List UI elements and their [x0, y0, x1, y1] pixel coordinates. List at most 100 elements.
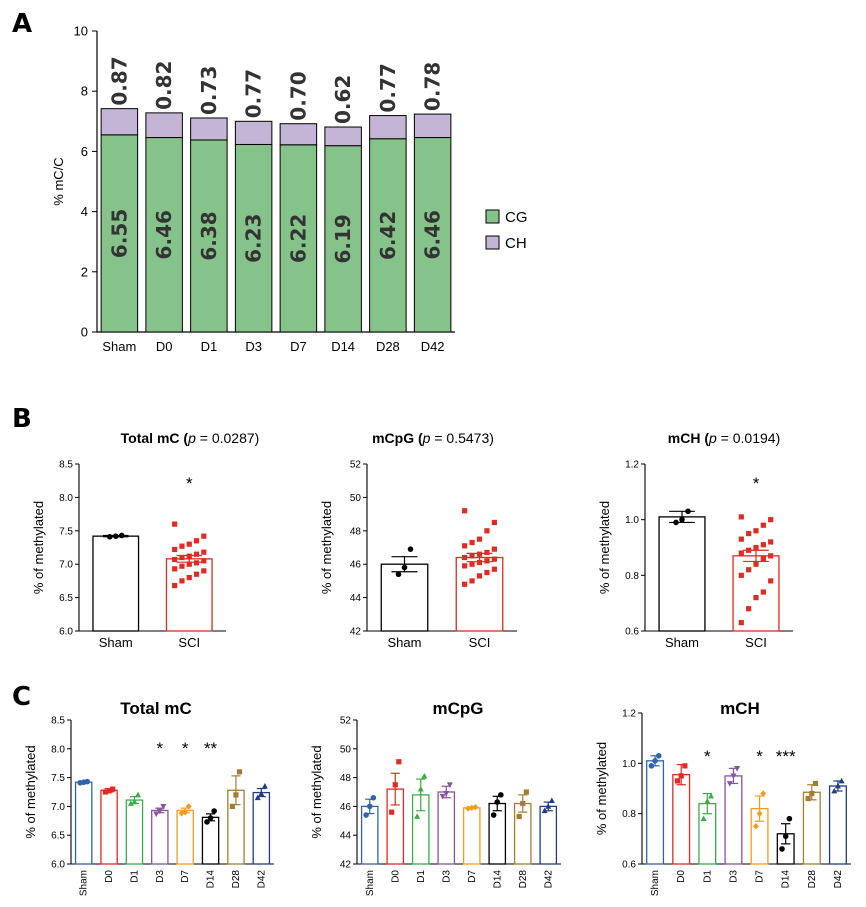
data-point: [707, 792, 714, 799]
data-point: [462, 543, 468, 549]
bar-cg: [190, 139, 228, 333]
data-point: [484, 528, 490, 534]
data-point: [805, 795, 811, 802]
data-point: [131, 798, 138, 805]
x-tick-label: D7: [467, 870, 478, 883]
data-point: [395, 571, 402, 578]
data-point: [233, 792, 239, 798]
bar-charts-c: Total mC 6.0 6.5 7.0 7.5 8.0 8.5 % of methylate…: [23, 699, 851, 896]
y-tick-label: 6.5: [51, 831, 65, 842]
panel-letter-b: B: [12, 404, 32, 434]
data-point: [193, 551, 200, 557]
y-tick-label: 4: [81, 204, 88, 219]
data-point: [756, 810, 763, 817]
y-tick-label: 1.2: [625, 460, 639, 471]
data-point: [494, 799, 501, 805]
data-point: [516, 813, 522, 820]
data-point: [106, 788, 112, 794]
data-point: [838, 777, 845, 784]
data-point: [229, 803, 235, 809]
data-point: [468, 804, 475, 812]
significance-marker: *: [753, 474, 760, 493]
data-point: [469, 553, 475, 559]
bar-chart-b-1: Total mC (p = 0.0287) 6.0 6.5 7.0 7.5 8.0 8.5%…: [31, 430, 259, 650]
y-tick-label: 0.8: [625, 571, 639, 582]
bar: [828, 785, 847, 865]
data-point: [186, 574, 192, 581]
x-tick-label: D14: [492, 870, 503, 889]
y-tick-label: 2: [81, 264, 88, 279]
y-tick-label: 1.2: [622, 709, 636, 720]
x-tick-label: D42: [421, 339, 445, 354]
bar-ch: [190, 117, 228, 141]
bar: [100, 789, 118, 865]
y-tick-label: 8.0: [59, 493, 73, 504]
data-point: [760, 522, 766, 528]
data-point: [110, 786, 116, 792]
data-label-ch: 0.70: [286, 71, 310, 120]
bar-ch: [100, 108, 139, 136]
data-point: [779, 846, 785, 852]
y-tick-label: 6.5: [59, 593, 73, 604]
x-tick-label: D42: [543, 870, 554, 889]
data-point: [655, 752, 662, 759]
data-label-cg: 6.38: [197, 211, 221, 260]
bar-ch: [413, 113, 452, 139]
significance-marker: **: [204, 739, 218, 758]
chart-title-p: p: [422, 430, 431, 446]
bar-ch: [234, 120, 273, 145]
y-tick-label: 6: [81, 144, 88, 159]
significance-marker: *: [157, 739, 164, 758]
data-point: [730, 773, 737, 780]
data-point: [491, 546, 497, 552]
x-tick-label: SCI: [745, 635, 767, 650]
data-point: [179, 578, 185, 584]
x-tick-label: SCI: [178, 635, 200, 650]
data-point: [401, 564, 408, 571]
x-tick-label: D0: [390, 870, 401, 883]
data-label-cg: 6.23: [242, 214, 266, 263]
significance-marker: *: [704, 747, 711, 766]
data-point: [768, 578, 774, 584]
data-point: [469, 539, 475, 546]
y-tick-label: 50: [340, 744, 352, 755]
data-point: [179, 563, 185, 569]
y-axis-label: % of methylated: [23, 745, 38, 838]
data-point: [462, 563, 468, 569]
bar-chart-c-2: mCpG 42 44 46 48 50 52 % of methylated Sham D0 D1 D…: [309, 699, 561, 896]
data-point: [193, 560, 200, 566]
bar: [802, 791, 821, 865]
x-tick-label: D0: [156, 339, 173, 354]
data-point: [678, 773, 684, 779]
data-point: [738, 514, 744, 520]
data-point: [439, 793, 446, 800]
data-point: [753, 595, 759, 601]
data-label-cg: 6.46: [421, 210, 445, 259]
data-point: [541, 807, 548, 814]
data-point: [491, 519, 497, 526]
data-point: [682, 763, 688, 769]
bar-ch: [369, 115, 407, 140]
x-tick-label: Sham: [665, 635, 699, 650]
data-point: [207, 815, 214, 821]
bar-chart-b-3: mCH (p = 0.0194) 0.6 0.8 1.0 1.2 % of methyla…: [597, 430, 793, 650]
y-tick-label: 7.5: [51, 773, 65, 784]
data-point: [407, 546, 414, 552]
y-tick-label: 8: [81, 84, 88, 99]
bar: [724, 775, 743, 865]
bar: [252, 791, 271, 865]
bar-chart-c-3: mCH 0.6 0.8 1.0 1.2 % of methylated Sham D0 * D1 D…: [594, 699, 851, 896]
data-point: [127, 800, 134, 806]
data-point: [421, 772, 428, 779]
data-point: [704, 797, 711, 804]
significance-marker: *: [756, 747, 763, 766]
data-point: [484, 549, 490, 556]
y-tick-label: 0.6: [622, 860, 636, 871]
y-tick-label: 46: [340, 802, 352, 813]
data-point: [760, 790, 767, 797]
data-point: [112, 533, 119, 539]
data-point: [753, 561, 759, 567]
x-tick-label: D3: [441, 870, 452, 883]
data-point: [476, 536, 483, 542]
data-label-ch: 0.62: [331, 75, 355, 124]
